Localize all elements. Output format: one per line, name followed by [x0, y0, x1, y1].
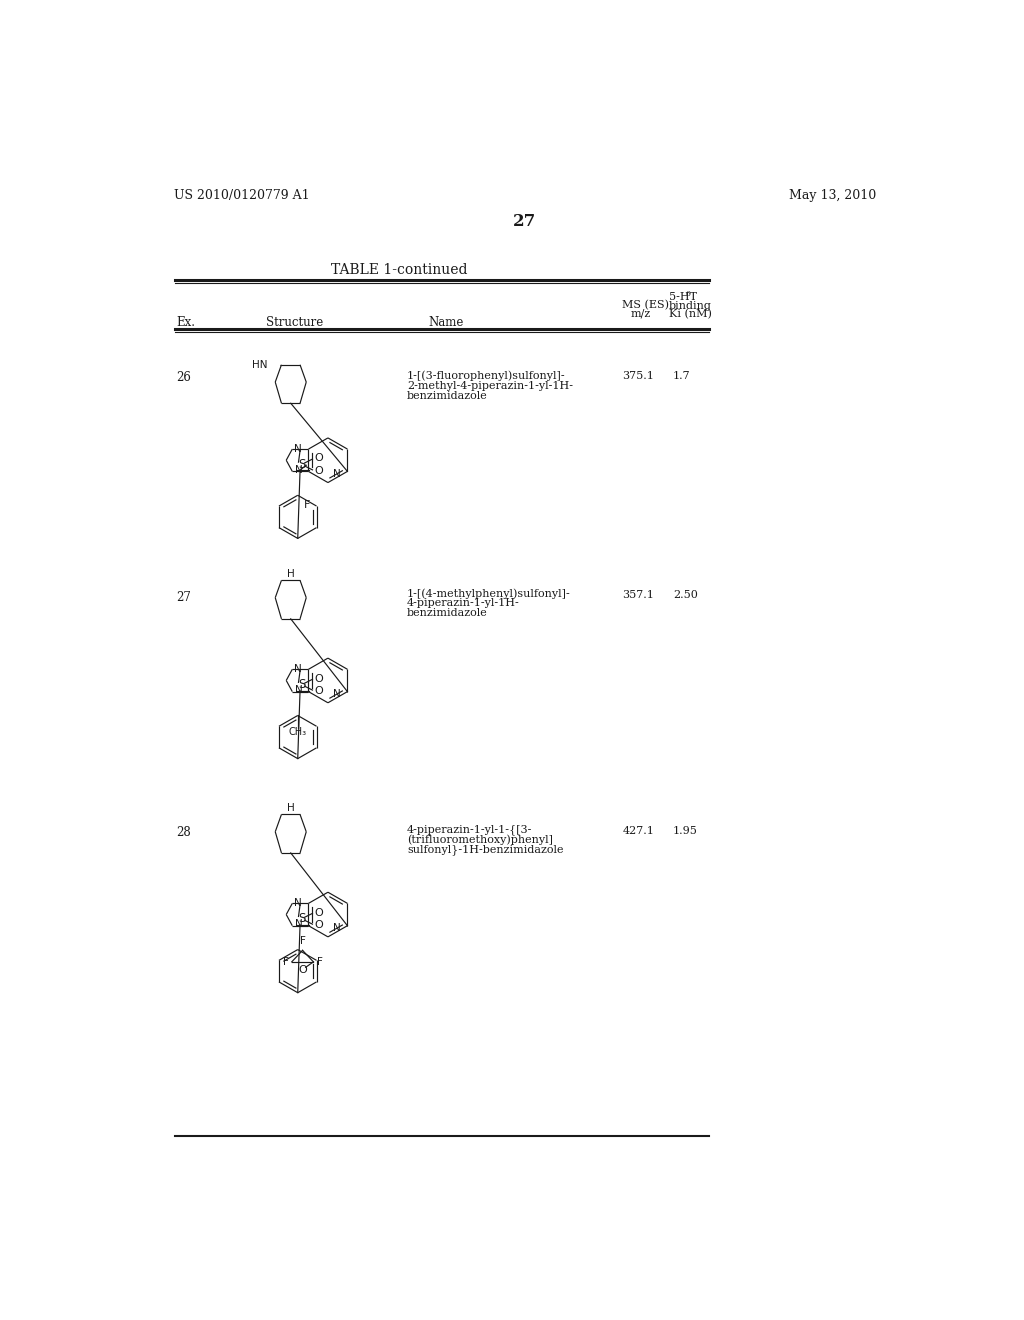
Text: Name: Name [429, 315, 464, 329]
Text: HN: HN [252, 360, 267, 370]
Text: O: O [314, 686, 323, 696]
Text: F: F [300, 936, 305, 946]
Text: May 13, 2010: May 13, 2010 [788, 189, 876, 202]
Text: H: H [287, 804, 295, 813]
Text: O: O [314, 908, 323, 917]
Text: CH₃: CH₃ [289, 727, 307, 738]
Text: 427.1: 427.1 [623, 826, 654, 837]
Text: Ex.: Ex. [176, 315, 195, 329]
Text: N: N [333, 689, 340, 698]
Text: sulfonyl}-1H-benzimidazole: sulfonyl}-1H-benzimidazole [407, 845, 563, 855]
Text: N: N [295, 685, 302, 696]
Text: F: F [304, 499, 310, 510]
Text: O: O [314, 466, 323, 475]
Text: H: H [287, 569, 295, 579]
Text: 4-piperazin-1-yl-1-{[3-: 4-piperazin-1-yl-1-{[3- [407, 825, 532, 836]
Text: F: F [283, 957, 289, 966]
Text: O: O [314, 673, 323, 684]
Text: 6: 6 [686, 290, 691, 298]
Text: 1.95: 1.95 [673, 826, 697, 837]
Text: N: N [295, 465, 302, 475]
Text: S: S [298, 458, 305, 471]
Text: m/z: m/z [630, 309, 650, 319]
Text: O: O [314, 453, 323, 463]
Text: Structure: Structure [266, 315, 324, 329]
Text: 1-[(4-methylphenyl)sulfonyl]-: 1-[(4-methylphenyl)sulfonyl]- [407, 589, 570, 599]
Text: 27: 27 [513, 213, 537, 230]
Text: benzimidazole: benzimidazole [407, 391, 487, 400]
Text: 375.1: 375.1 [623, 371, 654, 380]
Text: N: N [294, 664, 302, 675]
Text: S: S [298, 912, 305, 925]
Text: N: N [295, 919, 302, 929]
Text: N: N [294, 444, 302, 454]
Text: S: S [298, 678, 305, 692]
Text: 26: 26 [176, 371, 190, 384]
Text: N: N [294, 899, 302, 908]
Text: US 2010/0120779 A1: US 2010/0120779 A1 [174, 189, 310, 202]
Text: 357.1: 357.1 [623, 590, 654, 601]
Text: O: O [298, 965, 307, 974]
Text: 27: 27 [176, 591, 190, 603]
Text: binding: binding [669, 301, 712, 312]
Text: 2.50: 2.50 [673, 590, 697, 601]
Text: Ki (nM): Ki (nM) [669, 309, 712, 319]
Text: (trifluoromethoxy)phenyl]: (trifluoromethoxy)phenyl] [407, 834, 553, 845]
Text: 4-piperazin-1-yl-1H-: 4-piperazin-1-yl-1H- [407, 598, 520, 609]
Text: TABLE 1-continued: TABLE 1-continued [331, 263, 468, 277]
Text: N: N [333, 469, 340, 479]
Text: benzimidazole: benzimidazole [407, 609, 487, 619]
Text: MS (ES): MS (ES) [623, 300, 670, 310]
Text: O: O [314, 920, 323, 929]
Text: 28: 28 [176, 825, 190, 838]
Text: 2-methyl-4-piperazin-1-yl-1H-: 2-methyl-4-piperazin-1-yl-1H- [407, 380, 573, 391]
Text: N: N [333, 923, 340, 933]
Text: 5-HT: 5-HT [669, 292, 697, 302]
Text: F: F [316, 957, 323, 966]
Text: 1.7: 1.7 [673, 371, 690, 380]
Text: 1-[(3-fluorophenyl)sulfonyl]-: 1-[(3-fluorophenyl)sulfonyl]- [407, 370, 565, 381]
